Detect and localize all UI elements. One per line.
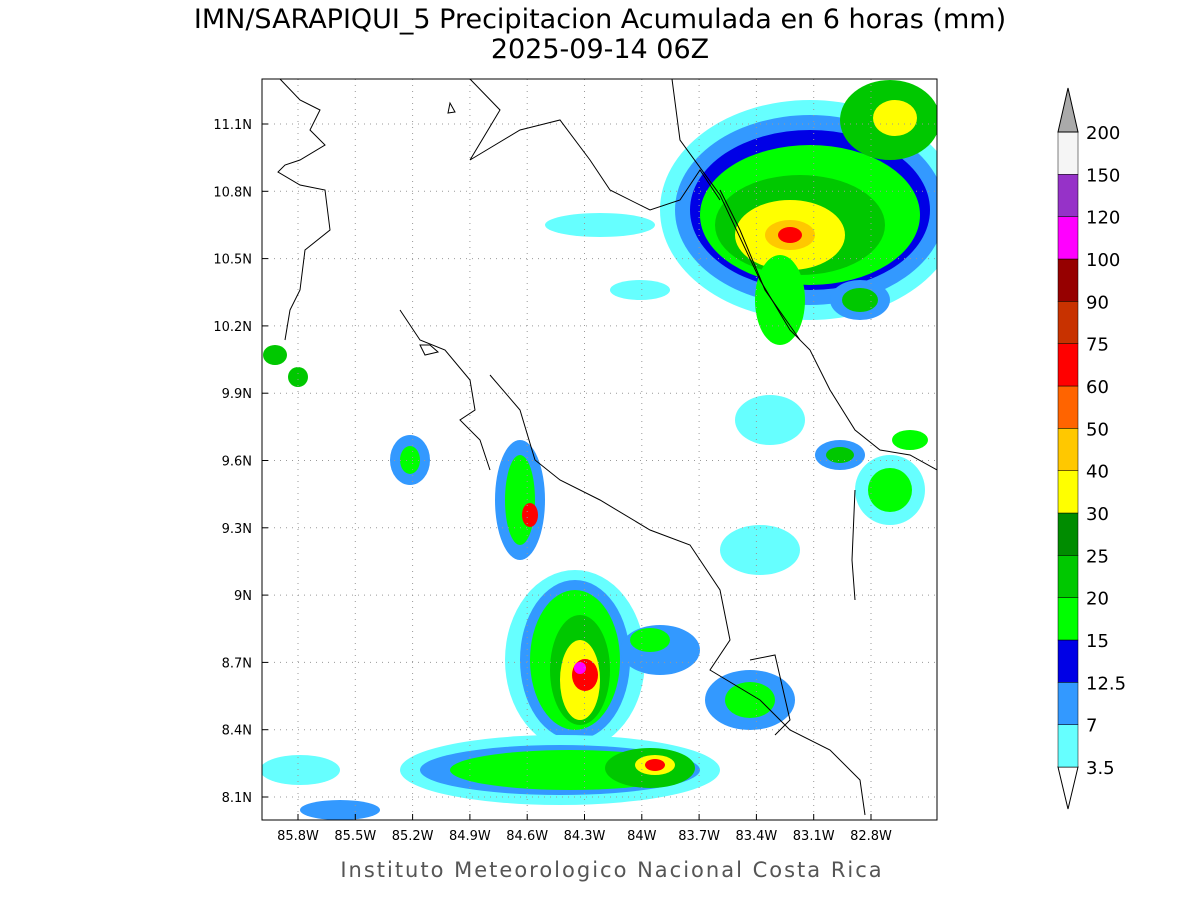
map-frame (261, 78, 938, 821)
colorbar-segment (1057, 724, 1079, 768)
colorbar-label: 20 (1086, 589, 1109, 610)
lon-label: 85.8W (277, 829, 319, 844)
colorbar-segment (1057, 131, 1079, 175)
colorbar-segment (1057, 470, 1079, 514)
colorbar-label: 60 (1086, 377, 1109, 398)
colorbar-segment (1057, 597, 1079, 641)
colorbar-label: 200 (1086, 123, 1120, 144)
colorbar-segment (1057, 555, 1079, 598)
colorbar-label: 100 (1086, 250, 1120, 271)
precipitation-field (262, 80, 937, 820)
colorbar-segment (1057, 512, 1079, 556)
lon-label: 85.5W (334, 829, 376, 844)
colorbar-label: 15 (1086, 631, 1109, 652)
lat-label: 9N (234, 589, 252, 604)
lon-label: 85.2W (392, 829, 434, 844)
colorbar-segment (1057, 216, 1079, 260)
colorbar-segment (1057, 174, 1079, 217)
colorbar-segment (1057, 639, 1079, 683)
title: IMN/SARAPIQUI_5 Precipitacion Acumulada … (194, 4, 1006, 35)
lon-label: 84.6W (506, 829, 548, 844)
lat-label: 10.2N (213, 320, 252, 335)
colorbar-label: 120 (1086, 208, 1120, 229)
lat-label: 11.1N (213, 118, 252, 133)
lon-label: 84.9W (449, 829, 491, 844)
colorbar-label: 25 (1086, 546, 1109, 567)
subtitle: 2025-09-14 06Z (491, 34, 709, 65)
coastlines (277, 79, 937, 816)
lat-label: 8.1N (222, 791, 252, 806)
colorbar-segment (1057, 343, 1079, 387)
lat-label: 10.5N (213, 253, 252, 268)
colorbar-triangle (1057, 766, 1079, 810)
lon-label: 83.4W (735, 829, 777, 844)
lat-label: 9.3N (222, 522, 252, 537)
colorbar-label: 50 (1086, 419, 1109, 440)
lat-label: 10.8N (213, 185, 252, 200)
colorbar-segment (1057, 301, 1079, 344)
colorbar-segment (1057, 258, 1079, 302)
colorbar-segment (1057, 682, 1079, 725)
colorbar-label: 40 (1086, 462, 1109, 483)
lon-label: 84W (627, 829, 657, 844)
colorbar-label: 150 (1086, 165, 1120, 186)
colorbar-segment (1057, 385, 1079, 429)
colorbar: 3.5 7 12.5 15 20 25 30 40 50 60 75 90 100 120 150 200 (1057, 87, 1126, 810)
lat-label: 8.7N (222, 656, 252, 671)
lon-label: 83.1W (793, 829, 835, 844)
colorbar-label: 30 (1086, 504, 1109, 525)
colorbar-label: 12.5 (1086, 673, 1126, 694)
lat-label: 8.4N (222, 724, 252, 739)
lat-label: 9.9N (222, 387, 252, 402)
colorbar-label: 90 (1086, 292, 1109, 313)
footer: Instituto Meteorologico Nacional Costa R… (340, 858, 883, 882)
lon-label: 84.3W (564, 829, 606, 844)
colorbar-triangle (1057, 87, 1079, 133)
colorbar-segment (1057, 428, 1079, 471)
graticule: 85.8W 85.5W 85.2W 84.9W 84.6W 84.3W 84W 83.7W 83… (213, 79, 937, 844)
colorbar-label: 3.5 (1086, 758, 1115, 779)
lon-label: 82.8W (850, 829, 892, 844)
lat-label: 9.6N (222, 455, 252, 470)
colorbar-label: 7 (1086, 716, 1097, 737)
lon-label: 83.7W (678, 829, 720, 844)
colorbar-label: 75 (1086, 335, 1109, 356)
